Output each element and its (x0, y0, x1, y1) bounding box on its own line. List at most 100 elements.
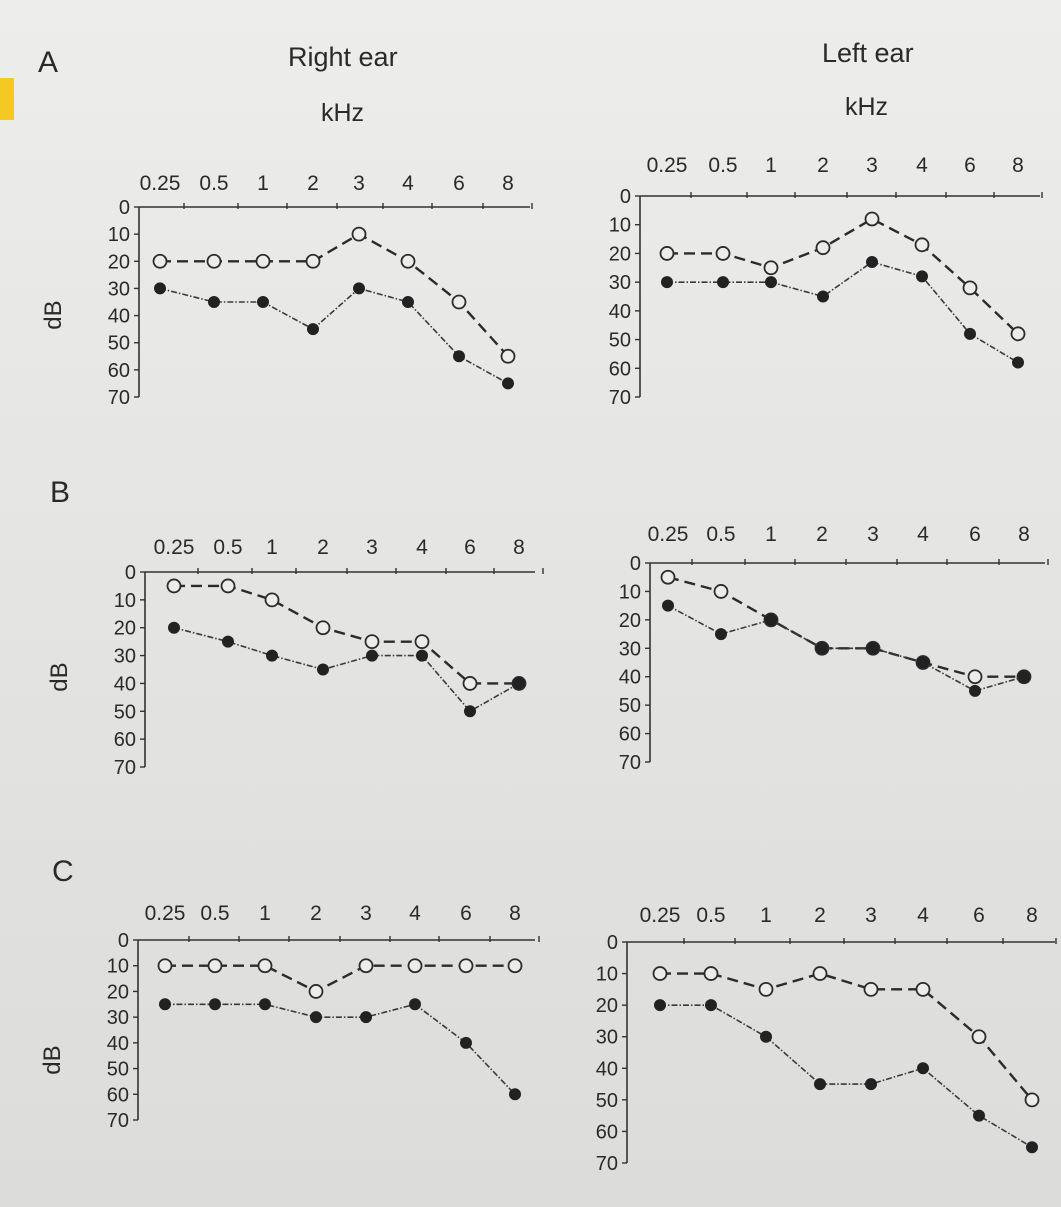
chart-c-left-point-open (915, 981, 931, 997)
chart-a-right-x-tick-label: 6 (453, 172, 465, 195)
chart-c-right-point-filled (259, 998, 271, 1011)
chart-a-right-point-open (255, 253, 271, 269)
chart-b-left-x-tick-label: 2 (816, 523, 828, 546)
chart-c-left-series-filled-line (660, 1004, 1033, 1148)
chart-c-left-y-tick-label: 0 (607, 932, 618, 954)
chart-a-left-series-filled-line (667, 261, 1019, 364)
chart-c-right-x-tick-label: 0.25 (145, 902, 186, 925)
chart-b-right-x-tick-label: 2 (317, 536, 329, 559)
chart-c-right-y-tick-label: 60 (107, 1084, 129, 1106)
chart-c-left-point-open (812, 966, 828, 981)
chart-a-left-y-tick-label: 50 (609, 330, 631, 352)
chart-a-right-x-tick-label: 3 (353, 172, 365, 195)
chart-c-left-y-tick-label: 30 (596, 1027, 618, 1049)
chart-a-right-series-filled-line (159, 287, 509, 385)
chart-c-right-y-tick-label: 0 (118, 930, 129, 952)
chart-b-left-x-tick-label: 0.25 (648, 523, 689, 546)
chart-b-right-y-tick-label: 0 (125, 562, 136, 584)
chart-c-left-x-tick-label: 4 (917, 904, 929, 927)
chart-b-left-point-filled (867, 642, 879, 655)
chart-c-left-y-tick-label: 40 (596, 1058, 618, 1080)
chart-b-left-point-filled (816, 642, 828, 655)
chart-a-right-x-tick-label: 1 (257, 172, 269, 195)
chart-b-right-y-tick-label: 20 (114, 618, 136, 640)
chart-c-right-series-filled-line (165, 1003, 516, 1095)
chart-a-right-x-tick-label: 0.25 (140, 172, 181, 195)
chart-a-right-point-filled (208, 296, 220, 308)
chart-a-right-y-tick-label: 50 (108, 333, 130, 355)
chart-a-left-point-filled (661, 276, 673, 289)
chart-a-right-point-open (152, 253, 168, 269)
chart-c-right-point-filled (209, 998, 221, 1011)
chart-a-left-y-tick-label: 10 (609, 215, 631, 237)
chart-a-left-point-filled (717, 276, 729, 289)
chart-b-left-y-tick-label: 30 (619, 638, 641, 660)
chart-c-right-y-tick-label: 70 (107, 1110, 129, 1132)
chart-a-left-x-tick-label: 3 (866, 154, 878, 177)
chart-a-right-point-open (206, 253, 222, 269)
chart-a-left-x-tick-label: 2 (817, 154, 829, 177)
chart-c-right-series-open-line (165, 964, 515, 993)
chart-b-left-y-tick-label: 50 (619, 695, 641, 717)
chart-c-right-y-tick-label: 40 (107, 1033, 129, 1055)
chart-c-right-point-open (407, 958, 423, 974)
chart-b-left-point-open (967, 669, 983, 685)
chart-c-left-x-tick-label: 0.25 (640, 904, 681, 927)
chart-a-right-point-open (351, 226, 367, 242)
chart-a-left-x-tick-label: 1 (765, 154, 777, 177)
chart-a-right-point-filled (154, 282, 166, 295)
chart-c-right-point-open (507, 958, 523, 974)
chart-b-right-x-tick-label: 0.25 (154, 536, 195, 559)
chart-b-left-x-tick-label: 1 (765, 523, 777, 546)
chart-a-right-y-tick-label: 70 (108, 387, 130, 409)
chart-c-right-y-axis-label: dB (39, 1045, 66, 1074)
chart-c-right-point-filled (159, 998, 171, 1011)
chart-b-right-point-open (315, 620, 331, 636)
chart-c-left-point-open (971, 1029, 987, 1045)
chart-b-left-point-filled (969, 684, 981, 697)
chart-a-left-point-filled (866, 256, 878, 269)
chart-b-left-y-tick-label: 40 (619, 667, 641, 689)
chart-b-left-series-filled-line (667, 604, 1025, 692)
chart-a-left-point-open (763, 260, 779, 276)
chart-a-right-point-filled (353, 282, 365, 295)
chart-c-left-point-open (1024, 1092, 1040, 1108)
chart-a-left-point-filled (1012, 356, 1024, 369)
chart-b-right-point-open (220, 578, 236, 594)
chart-a-right-y-axis-label: dB (40, 300, 67, 329)
chart-b-right-x-tick-label: 8 (513, 536, 525, 559)
chart-a-right-y-tick-label: 0 (119, 197, 130, 219)
chart-c-left-point-filled (705, 999, 717, 1012)
chart-c-left-y-tick-label: 60 (596, 1121, 618, 1143)
chart-a-right-point-filled (257, 296, 269, 308)
chart-b-right-x-tick-label: 0.5 (213, 536, 242, 559)
chart-a-left-point-filled (817, 290, 829, 303)
chart-a-right-point-open (305, 253, 321, 269)
chart-c-right-y-tick-label: 20 (107, 981, 129, 1003)
right-khz-label: kHz (321, 99, 365, 127)
chart-b-right-y-tick-label: 10 (114, 590, 136, 612)
panel-label-a: A (38, 46, 59, 79)
chart-a-right-y-tick-label: 60 (108, 360, 130, 382)
chart-c-left-x-tick-label: 0.5 (696, 904, 725, 927)
chart-a-right-y-tick-label: 20 (108, 251, 130, 273)
chart-b-left-point-open (713, 584, 729, 599)
chart-a-right-x-tick-label: 4 (402, 172, 414, 195)
chart-a-right-x-tick-label: 2 (307, 172, 319, 195)
chart-a-left-x-tick-label: 4 (916, 154, 928, 177)
chart-a-left-y-tick-label: 30 (609, 272, 631, 294)
chart-c-left-x-tick-label: 3 (865, 904, 877, 927)
chart-a-left-y-tick-label: 0 (620, 186, 631, 208)
chart-a-right-point-open (451, 294, 467, 310)
chart-b-right-x-tick-label: 6 (464, 536, 476, 559)
chart-b-left-point-filled (917, 656, 929, 669)
chart-b-right-point-open (166, 578, 182, 594)
chart-c-left-point-open (863, 981, 879, 997)
chart-c-right-point-filled (509, 1088, 521, 1101)
chart-c-right-point-filled (409, 998, 421, 1011)
chart-b-left-y-tick-label: 10 (619, 581, 641, 603)
chart-a-right-x-tick-label: 8 (502, 172, 514, 195)
chart-b-right-point-filled (513, 677, 525, 690)
chart-c-right-point-open (308, 984, 324, 999)
chart-b-left-x-tick-label: 8 (1018, 523, 1030, 546)
